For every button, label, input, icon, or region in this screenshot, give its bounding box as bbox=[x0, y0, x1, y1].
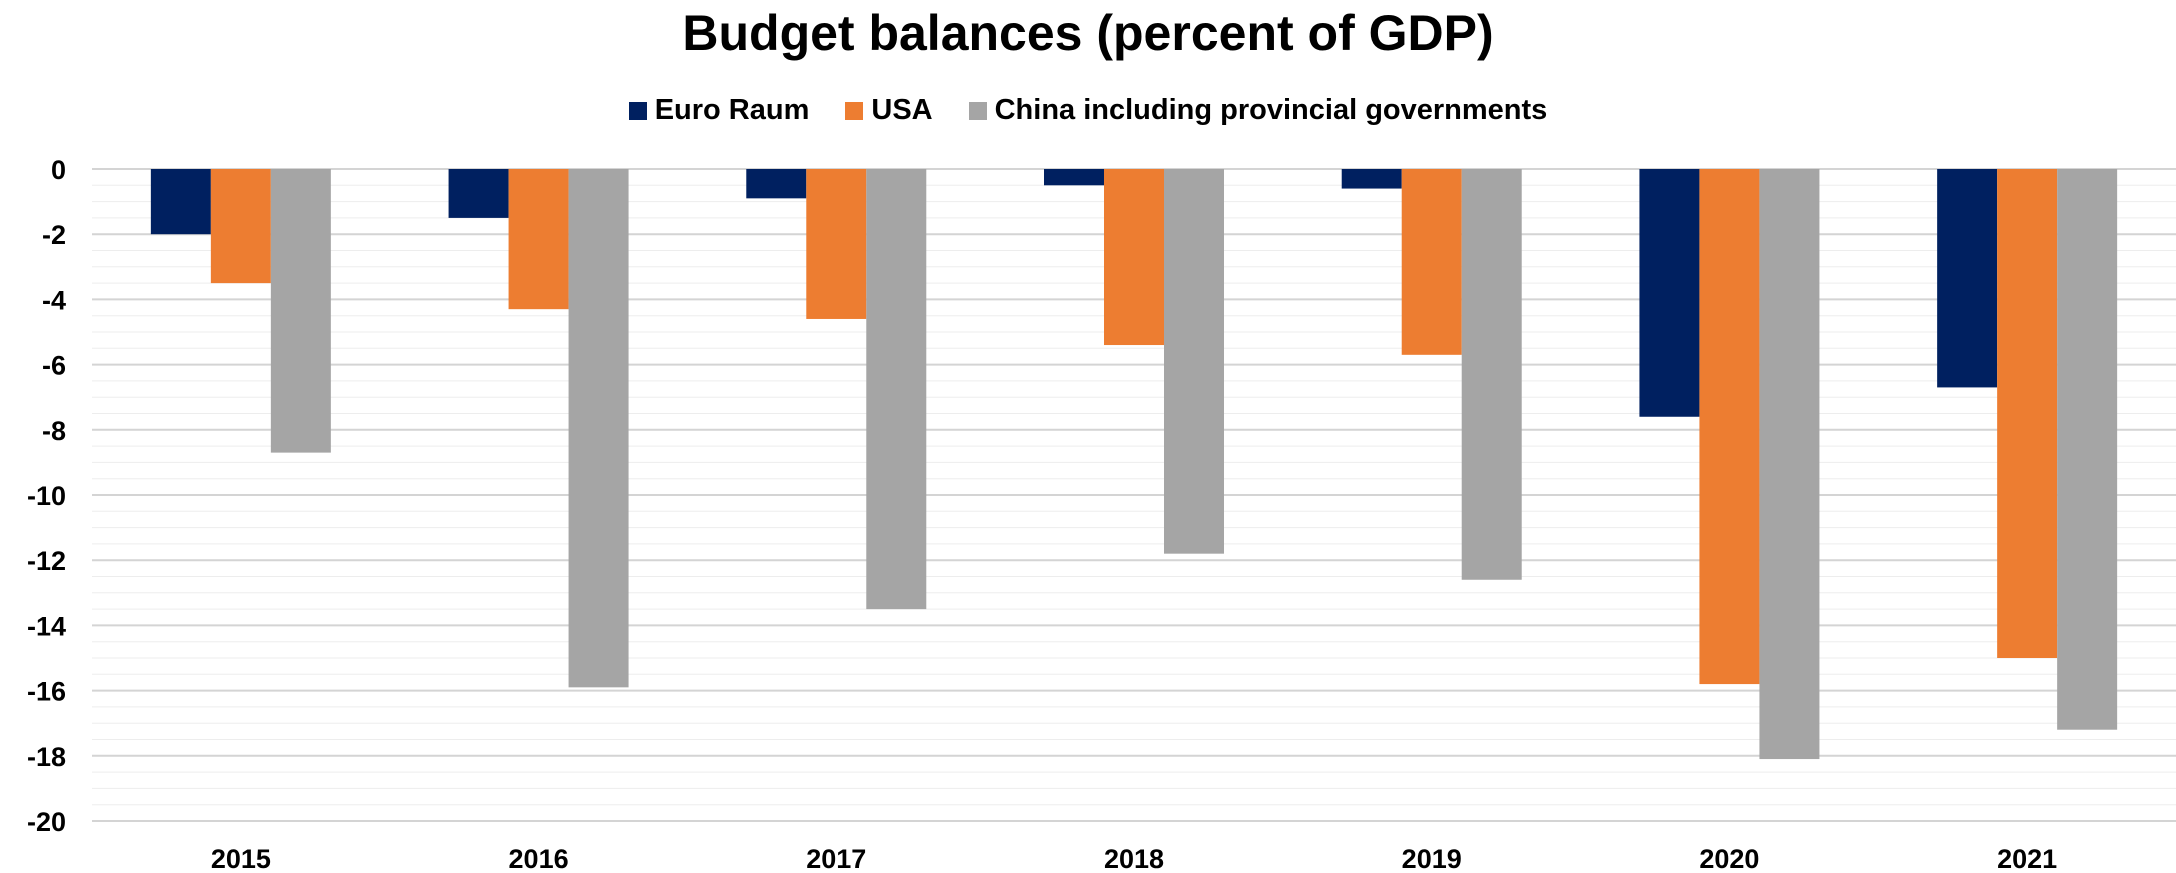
y-tick-label: -16 bbox=[27, 677, 66, 707]
bar-usa-2015 bbox=[210, 169, 271, 284]
y-tick-label: -12 bbox=[27, 546, 66, 576]
bar-usa-2020 bbox=[1699, 169, 1760, 685]
x-tick-label: 2018 bbox=[1104, 844, 1164, 873]
bar-euro-raum-2018 bbox=[1044, 169, 1104, 186]
bar-euro-raum-2016 bbox=[448, 169, 509, 218]
axis-layer: 0 -2 -4 -6 -8 -10 -12 -14 -16 -18 -20 2015 2016 2017 2… bbox=[27, 155, 2057, 873]
bar-euro-raum-2015 bbox=[150, 169, 211, 235]
bar-usa-2018 bbox=[1104, 169, 1164, 346]
bar-usa-2019 bbox=[1401, 169, 1462, 355]
y-tick-label: -6 bbox=[42, 351, 66, 381]
bar-euro-raum-2021 bbox=[1937, 169, 1998, 388]
bar-euro-raum-2017 bbox=[746, 169, 807, 199]
y-tick-label: -18 bbox=[27, 742, 66, 772]
legend-label-china: China including provincial governments bbox=[994, 94, 1548, 126]
bar-china-including-provincial-governments-2017 bbox=[866, 169, 927, 610]
bar-china-including-provincial-governments-2015 bbox=[270, 169, 331, 453]
x-tick-label: 2016 bbox=[509, 844, 569, 873]
bar-china-including-provincial-governments-2018 bbox=[1164, 169, 1224, 554]
legend-item-euro-raum: Euro Raum bbox=[628, 94, 810, 127]
bar-euro-raum-2020 bbox=[1639, 169, 1700, 417]
bars-layer bbox=[150, 169, 2118, 760]
legend-swatch-china bbox=[968, 101, 987, 120]
legend-label-euro-raum: Euro Raum bbox=[654, 94, 810, 126]
x-tick-label: 2021 bbox=[1997, 844, 2057, 873]
y-tick-label: -10 bbox=[27, 481, 66, 511]
legend-item-china: China including provincial governments bbox=[968, 94, 1548, 127]
legend-item-usa: USA bbox=[845, 94, 933, 127]
x-tick-label: 2019 bbox=[1402, 844, 1462, 873]
bar-euro-raum-2019 bbox=[1341, 169, 1402, 189]
bar-usa-2021 bbox=[1997, 169, 2058, 658]
y-tick-label: -14 bbox=[27, 611, 66, 641]
legend-swatch-usa bbox=[845, 101, 864, 120]
legend-swatch-euro-raum bbox=[628, 101, 647, 120]
legend-label-usa: USA bbox=[871, 94, 933, 126]
bar-usa-2017 bbox=[806, 169, 867, 319]
bar-china-including-provincial-governments-2016 bbox=[568, 169, 629, 688]
y-tick-label: -8 bbox=[42, 416, 66, 446]
x-tick-label: 2020 bbox=[1699, 844, 1759, 873]
bar-china-including-provincial-governments-2019 bbox=[1461, 169, 1522, 580]
y-tick-label: -20 bbox=[27, 807, 66, 837]
legend: Euro Raum USA China including provincial… bbox=[0, 94, 2176, 127]
bar-china-including-provincial-governments-2021 bbox=[2057, 169, 2118, 730]
bar-china-including-provincial-governments-2020 bbox=[1759, 169, 1820, 760]
y-tick-label: -4 bbox=[42, 285, 66, 315]
x-tick-label: 2017 bbox=[806, 844, 866, 873]
x-tick-label: 2015 bbox=[211, 844, 271, 873]
y-tick-label: -2 bbox=[42, 220, 66, 250]
y-tick-label: 0 bbox=[51, 155, 66, 185]
bar-usa-2016 bbox=[508, 169, 569, 310]
chart-title: Budget balances (percent of GDP) bbox=[682, 5, 1494, 61]
